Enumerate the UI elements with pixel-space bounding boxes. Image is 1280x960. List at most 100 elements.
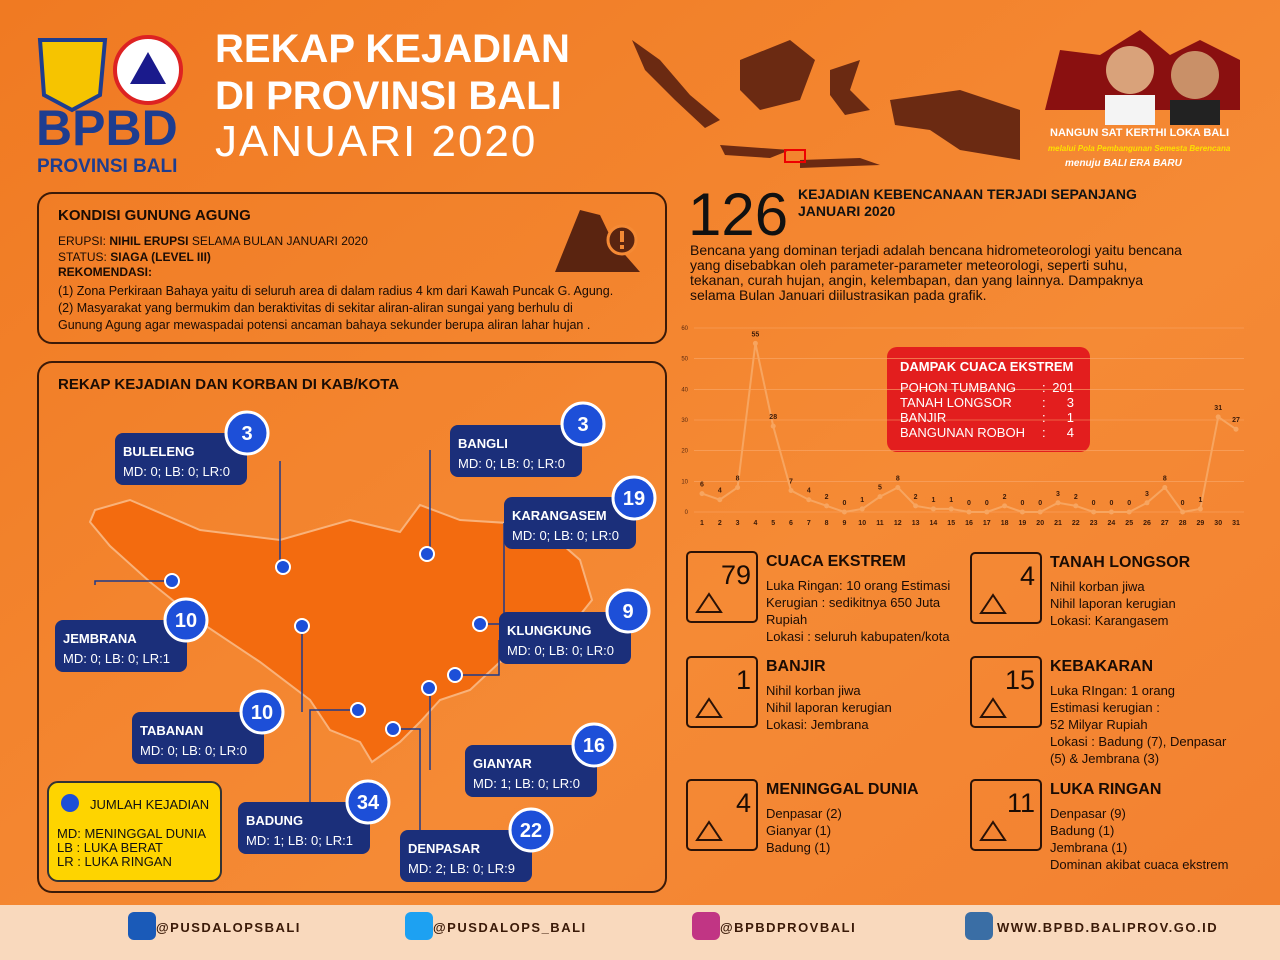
point xyxy=(1055,500,1061,506)
social-icon xyxy=(128,912,156,940)
dampak-title: DAMPAK CUACA EKSTREM xyxy=(900,359,1073,374)
leader-line xyxy=(309,709,358,802)
point xyxy=(948,506,954,512)
legend-text: JUMLAH KEJADIAN xyxy=(90,797,209,812)
dampak-value: 201 xyxy=(1052,380,1074,395)
dampak-label: BANJIR xyxy=(900,410,946,425)
count-bubble xyxy=(508,807,554,853)
data-label: 0 xyxy=(1020,500,1024,507)
dampak-label: BANGUNAN ROBOH xyxy=(900,425,1025,440)
data-label: 8 xyxy=(1163,475,1167,482)
gunung-line: (2) Masyarakat yang bermukim dan berakti… xyxy=(58,301,573,315)
social-icon xyxy=(692,912,720,940)
point xyxy=(966,509,972,515)
data-label: 1 xyxy=(931,497,935,504)
card-line: Nihil laporan kerugian xyxy=(1050,596,1176,611)
point xyxy=(1197,506,1203,512)
card-title: CUACA EKSTREM xyxy=(766,553,906,570)
card-line: 52 Milyar Rupiah xyxy=(1050,717,1148,732)
card-number: 15 xyxy=(1005,665,1035,695)
gunung-line: ERUPSI: NIHIL ERUPSI SELAMA BULAN JANUAR… xyxy=(58,234,368,248)
data-label: 5 xyxy=(878,485,882,492)
y-tick-label: 60 xyxy=(681,326,688,332)
card-icon xyxy=(979,593,1007,614)
map-panel xyxy=(37,361,667,893)
point xyxy=(1091,509,1097,515)
point xyxy=(930,506,936,512)
point xyxy=(735,484,741,490)
card-title: BANJIR xyxy=(766,658,826,675)
region-stats: MD: 1; LB: 0; LR:0 xyxy=(473,776,580,791)
region-pin xyxy=(350,702,366,718)
point xyxy=(1108,509,1114,515)
data-label: 4 xyxy=(718,488,722,495)
x-tick-label: 13 xyxy=(912,520,920,527)
dampak-sep: : xyxy=(1042,380,1046,395)
card-number: 4 xyxy=(1020,561,1035,591)
dampak-value: 4 xyxy=(1067,425,1074,440)
point xyxy=(806,497,812,503)
card-line: Lokasi : seluruh kabupaten/kota xyxy=(766,629,950,644)
point xyxy=(841,509,847,515)
dampak-value: 3 xyxy=(1067,395,1074,410)
x-tick-label: 12 xyxy=(894,520,902,527)
x-tick-label: 25 xyxy=(1125,520,1133,527)
footer-handle: @BPBDPROVBALI xyxy=(720,920,856,935)
card-line: Gianyar (1) xyxy=(766,823,831,838)
region-stats: MD: 0; LB: 0; LR:0 xyxy=(507,643,614,658)
region-name: BADUNG xyxy=(246,813,303,828)
x-tick-label: 19 xyxy=(1019,520,1027,527)
slogan: menuju BALI ERA BARU xyxy=(1065,158,1183,169)
card-icon xyxy=(979,697,1007,718)
point xyxy=(984,509,990,515)
card-box xyxy=(686,779,758,851)
region-pin xyxy=(472,616,488,632)
card-title: MENINGGAL DUNIA xyxy=(766,781,919,798)
count-bubble xyxy=(224,410,270,456)
card-line: Rupiah xyxy=(766,612,807,627)
leader-line xyxy=(94,580,172,585)
region-count: 3 xyxy=(577,414,588,436)
data-label: 3 xyxy=(1056,491,1060,498)
dampak-label: POHON TUMBANG xyxy=(900,380,1016,395)
region-count: 3 xyxy=(241,423,252,445)
text-part: NIHIL ERUPSI xyxy=(109,234,191,248)
legend-box xyxy=(47,781,222,882)
card-line: Luka RIngan: 1 orang xyxy=(1050,683,1175,698)
volcano-icon xyxy=(555,210,640,272)
region-count: 10 xyxy=(175,610,197,632)
gunung-line: STATUS: SIAGA (LEVEL III) xyxy=(58,250,211,264)
x-tick-label: 7 xyxy=(807,520,811,527)
logos xyxy=(37,35,183,113)
card-box xyxy=(970,552,1042,624)
data-label: 2 xyxy=(1074,494,1078,501)
point xyxy=(717,497,723,503)
region-pin xyxy=(447,667,463,683)
bali-map xyxy=(88,498,594,764)
card-box xyxy=(970,656,1042,728)
x-tick-label: 15 xyxy=(947,520,955,527)
region-box xyxy=(499,612,631,664)
legend-text: LB : LUKA BERAT xyxy=(57,840,163,855)
data-label: 0 xyxy=(985,500,989,507)
data-label: 7 xyxy=(789,479,793,486)
point xyxy=(913,503,919,509)
x-tick-label: 1 xyxy=(700,520,704,527)
text-part: ERUPSI: xyxy=(58,234,109,248)
gunung-panel xyxy=(37,192,667,344)
data-label: 3 xyxy=(1145,491,1149,498)
point xyxy=(1073,503,1079,509)
region-count: 16 xyxy=(583,735,605,757)
card-icon xyxy=(695,592,723,613)
summary-headline: JANUARI 2020 xyxy=(798,203,895,219)
region-pin xyxy=(385,721,401,737)
region-stats: MD: 0; LB: 0; LR:0 xyxy=(512,528,619,543)
y-tick-label: 50 xyxy=(681,357,688,363)
region-box xyxy=(55,620,187,672)
card-line: Lokasi: Karangasem xyxy=(1050,613,1169,628)
data-label: 4 xyxy=(807,488,811,495)
text-part: SIAGA (LEVEL III) xyxy=(110,250,211,264)
legend-dot xyxy=(61,794,79,812)
region-box xyxy=(115,433,247,485)
x-tick-label: 5 xyxy=(771,520,775,527)
